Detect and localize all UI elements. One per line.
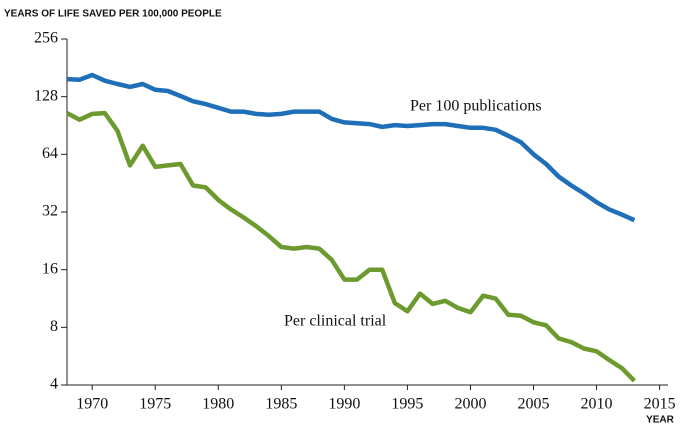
x-axis-label: YEAR bbox=[646, 415, 675, 426]
x-tick-label: 2005 bbox=[518, 396, 550, 413]
x-tick-label: 1990 bbox=[328, 396, 360, 413]
series-label: Per clinical trial bbox=[284, 313, 387, 330]
x-tick-label: 2000 bbox=[454, 396, 486, 413]
y-tick-label: 32 bbox=[42, 203, 58, 220]
x-tick-label: 1995 bbox=[391, 396, 423, 413]
series-line bbox=[65, 110, 637, 383]
y-tick-label: 128 bbox=[34, 87, 58, 104]
y-tick-label: 64 bbox=[42, 145, 58, 162]
series-line bbox=[66, 72, 636, 223]
y-axis-label: YEARS OF LIFE SAVED PER 100,000 PEOPLE bbox=[4, 9, 222, 20]
y-tick-label: 8 bbox=[50, 318, 58, 335]
y-tick-label: 256 bbox=[34, 30, 58, 47]
y-tick-label: 4 bbox=[50, 376, 58, 393]
x-tick-label: 2015 bbox=[644, 396, 676, 413]
y-tick-label: 16 bbox=[42, 260, 58, 277]
x-tick-label: 1970 bbox=[76, 396, 108, 413]
x-tick-label: 1975 bbox=[139, 396, 171, 413]
x-tick-label: 1985 bbox=[265, 396, 297, 413]
x-tick-label: 1980 bbox=[202, 396, 234, 413]
x-tick-label: 2010 bbox=[581, 396, 613, 413]
series-label: Per 100 publications bbox=[410, 98, 542, 115]
